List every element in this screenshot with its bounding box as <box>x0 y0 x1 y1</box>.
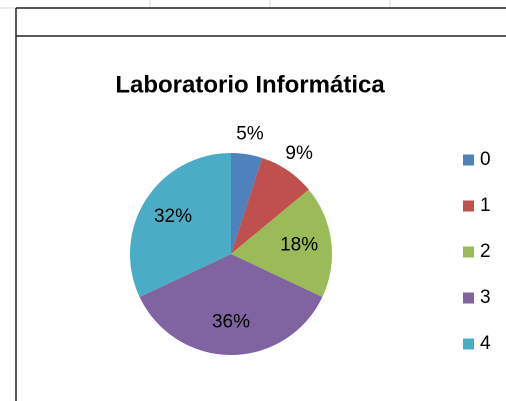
legend-label: 1 <box>480 195 491 216</box>
legend-swatch <box>463 200 474 212</box>
data-label: 9% <box>285 143 313 164</box>
legend-label: 4 <box>480 333 491 354</box>
legend-label: 0 <box>480 149 491 170</box>
pie-slice <box>231 153 263 254</box>
chart-title: Laboratorio Informática <box>115 71 385 98</box>
legend-swatch <box>463 292 474 304</box>
pie-slice <box>129 153 231 298</box>
legend-swatch <box>463 246 474 258</box>
legend-label: 2 <box>480 241 491 262</box>
pie-slice <box>139 254 323 355</box>
data-label: 32% <box>154 206 192 227</box>
pie-slice <box>231 157 309 254</box>
data-label: 5% <box>236 123 264 144</box>
legend-swatch <box>463 338 474 350</box>
legend-swatch <box>463 154 474 166</box>
legend-label: 3 <box>480 287 491 308</box>
pie-slice <box>231 189 332 298</box>
data-label: 18% <box>280 234 318 255</box>
data-label: 36% <box>212 312 250 333</box>
